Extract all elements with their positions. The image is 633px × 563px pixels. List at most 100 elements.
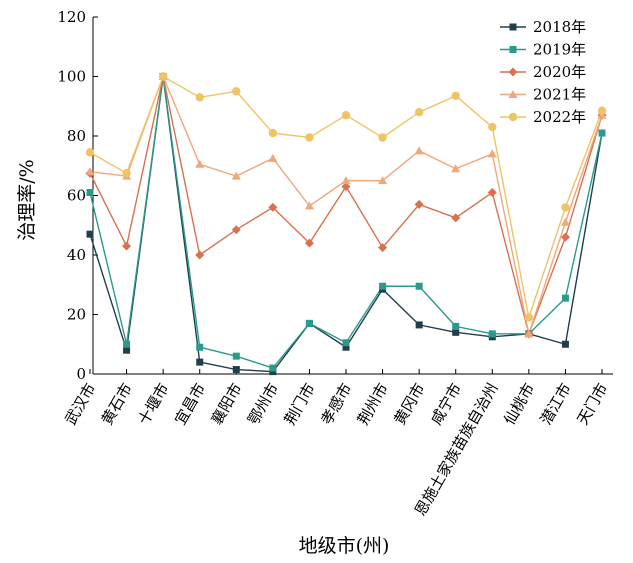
data-point xyxy=(304,238,314,248)
data-point xyxy=(268,128,278,138)
x-tick-label: 黄石市 xyxy=(98,380,136,428)
data-point xyxy=(195,159,205,168)
data-point xyxy=(341,182,351,192)
data-point xyxy=(269,368,277,376)
data-point xyxy=(415,321,423,329)
x-tick-label: 荆州市 xyxy=(354,380,392,428)
data-point xyxy=(232,87,241,96)
data-point xyxy=(232,352,240,360)
legend-marker xyxy=(508,90,518,98)
data-point xyxy=(304,201,314,210)
legend-marker xyxy=(508,67,518,77)
legend-marker xyxy=(509,46,517,53)
data-point xyxy=(196,358,204,366)
data-point xyxy=(232,366,240,374)
x-tick-label: 孝感市 xyxy=(317,380,355,428)
legend-marker xyxy=(508,112,518,122)
data-point xyxy=(268,153,278,162)
legend-label: 2022年 xyxy=(533,108,586,126)
series-lines xyxy=(89,74,603,373)
data-point xyxy=(341,176,351,185)
data-point xyxy=(305,133,314,142)
data-point xyxy=(487,188,497,198)
data-point xyxy=(560,232,570,242)
data-point xyxy=(195,93,204,102)
data-point xyxy=(488,122,497,132)
x-tick-label: 十堰市 xyxy=(135,380,173,428)
x-tick-label: 鄂州市 xyxy=(244,380,282,428)
y-tick-label: 0 xyxy=(76,365,86,383)
x-tick-label: 仙桃市 xyxy=(500,380,538,428)
data-point xyxy=(85,148,95,157)
data-point xyxy=(451,213,461,223)
data-point xyxy=(158,72,168,81)
y-tick-labels: 0 20 40 60 80 100 120 xyxy=(57,8,86,383)
data-point xyxy=(196,343,204,351)
data-point xyxy=(451,164,461,173)
data-point xyxy=(378,133,387,142)
data-point xyxy=(86,189,94,197)
x-tick-label: 黄冈市 xyxy=(391,380,429,428)
y-tick-label: 80 xyxy=(67,127,86,145)
legend-label: 2019年 xyxy=(533,41,586,59)
data-point xyxy=(123,340,131,348)
data-point xyxy=(598,129,606,137)
data-point xyxy=(561,340,569,348)
data-point xyxy=(452,328,460,336)
data-point xyxy=(597,106,607,115)
data-point xyxy=(560,217,570,226)
data-point xyxy=(86,230,94,238)
data-point xyxy=(414,146,424,155)
data-point xyxy=(123,346,131,354)
data-point xyxy=(488,330,496,338)
data-point xyxy=(415,282,423,290)
data-point xyxy=(122,168,131,178)
data-point xyxy=(378,243,388,253)
x-tick-labels: 武汉市黄石市十堰市宜昌市襄阳市鄂州市荆门市孝感市荆州市黄冈市咸宁市恩施土家族苗族… xyxy=(61,380,611,519)
legend-label: 2021年 xyxy=(533,86,586,104)
series-line-2018年 xyxy=(89,76,603,373)
data-point xyxy=(451,91,460,101)
y-axis-title: 治理率/% xyxy=(16,159,38,240)
data-point xyxy=(305,319,313,327)
data-point xyxy=(122,241,132,251)
data-point xyxy=(414,108,424,117)
data-point xyxy=(342,343,350,351)
y-tick-label: 120 xyxy=(57,8,86,26)
series-line-2019年 xyxy=(89,76,603,369)
legend-label: 2020年 xyxy=(533,63,586,81)
legend-marker xyxy=(509,23,517,31)
y-tick-label: 20 xyxy=(67,306,86,324)
data-point xyxy=(342,339,350,347)
y-tick-label: 60 xyxy=(67,187,86,205)
data-point xyxy=(561,294,569,302)
series-markers xyxy=(85,72,607,376)
x-tick-label: 武汉市 xyxy=(61,380,99,428)
x-axis-title: 地级市(州) xyxy=(299,535,390,557)
data-point xyxy=(487,149,497,158)
y-tick-label: 40 xyxy=(67,246,86,264)
x-tick-label: 襄阳市 xyxy=(208,380,246,428)
data-point xyxy=(85,167,95,176)
x-tick-label: 咸宁市 xyxy=(427,380,465,428)
data-point xyxy=(341,110,351,120)
data-point xyxy=(195,250,205,260)
data-point xyxy=(231,171,241,180)
data-point xyxy=(414,199,424,209)
data-point xyxy=(524,313,534,322)
data-point xyxy=(524,329,534,338)
data-point xyxy=(269,364,277,372)
x-tick-label: 天门市 xyxy=(573,380,611,428)
y-tick-label: 100 xyxy=(57,68,86,86)
x-tick-label: 潜江市 xyxy=(537,380,575,428)
data-point xyxy=(452,322,460,330)
data-point xyxy=(268,202,278,212)
data-point xyxy=(561,203,570,212)
legend: 2018年 2019年 2020年 2021年 2022年 xyxy=(500,18,586,126)
legend-label: 2018年 xyxy=(533,18,586,36)
data-point xyxy=(378,176,388,185)
data-point xyxy=(231,225,241,235)
x-tick-label: 荆门市 xyxy=(281,380,319,428)
x-tick-label: 宜昌市 xyxy=(171,380,209,428)
